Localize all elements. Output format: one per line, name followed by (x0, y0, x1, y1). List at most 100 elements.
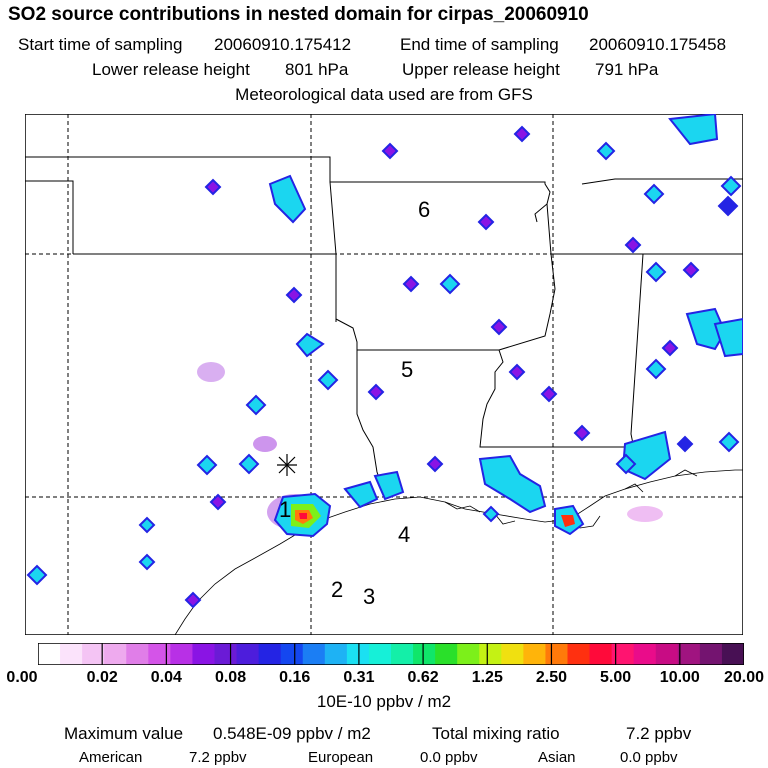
colorbar-cell (38, 643, 61, 665)
source-diamond (285, 286, 303, 304)
source-diamond (720, 175, 742, 197)
source-diamond (184, 591, 202, 609)
met-note: Meteorological data used are from GFS (235, 85, 533, 104)
source-diamond (439, 273, 461, 295)
colorbar-cell (126, 643, 149, 665)
plume-max (299, 513, 307, 519)
colorbar-cell (258, 643, 282, 665)
asian-value: 0.0 ppbv (620, 749, 678, 766)
colorbar-cell (699, 643, 723, 665)
colorbar-cell (721, 643, 744, 665)
colorbar-cell (148, 643, 171, 665)
region-label: 1 (279, 497, 291, 522)
colorbar-tick-label: 2.50 (535, 669, 568, 686)
source-diamond (204, 178, 222, 196)
colorbar-cell (545, 643, 569, 665)
european-value: 0.0 ppbv (420, 749, 478, 766)
colorbar-cell (435, 643, 458, 665)
source-diamond (482, 505, 500, 523)
colorbar-cell (236, 643, 260, 665)
colorbar-cell (677, 643, 701, 665)
source-diamond (367, 383, 385, 401)
colorbar-tick-label: 0.00 (6, 669, 38, 686)
colorbar-cell (567, 643, 591, 665)
source-diamond (661, 339, 679, 357)
coastline (174, 469, 743, 635)
source-diamond (682, 261, 700, 279)
colorbar-cell (324, 643, 348, 665)
colorbar-tick-label: 0.08 (214, 669, 247, 686)
region-label: 2 (331, 577, 343, 602)
plume-spot (253, 436, 277, 452)
plume-tn (668, 114, 719, 146)
source-diamond (138, 516, 156, 534)
colorbar (38, 643, 744, 665)
source-diamond (676, 435, 694, 453)
source-diamond (490, 318, 508, 336)
source-diamond (717, 195, 739, 217)
plume-ga-e (713, 317, 743, 358)
source-diamond (196, 454, 218, 476)
total-label: Total mixing ratio (432, 724, 560, 743)
source-diamond (540, 385, 558, 403)
colorbar-unit: 10E-10 ppbv / m2 (316, 692, 452, 711)
source-diamond (238, 453, 260, 475)
colorbar-tick-label: 0.02 (86, 669, 118, 686)
colorbar-cell (391, 643, 414, 665)
colorbar-cell (523, 643, 547, 665)
colorbar-cell (501, 643, 524, 665)
source-diamond (26, 564, 48, 586)
plume-sabine (373, 470, 405, 501)
upper-label: Upper release height (402, 60, 560, 79)
source-diamond (718, 431, 740, 453)
colorbar-tick-label: 0.04 (150, 669, 182, 686)
source-diamond (596, 141, 616, 161)
plume-tx-east (343, 480, 379, 509)
source-diamond (643, 183, 665, 205)
plume-spot (627, 506, 663, 522)
colorbar-cell (214, 643, 238, 665)
source-diamond (573, 424, 591, 442)
diamond-sources (26, 125, 742, 609)
source-diamond (295, 332, 325, 358)
start-label: Start time of sampling (18, 35, 183, 54)
colorbar-cell (104, 643, 127, 665)
colorbar-cell (280, 643, 304, 665)
source-diamond (645, 261, 667, 283)
source-diamond (615, 453, 637, 475)
colorbar-tick-label: 10.00 (659, 669, 700, 686)
map-panel: 6 5 4 1 2 3 (25, 114, 743, 635)
american-label: American (79, 749, 143, 766)
source-diamond (645, 358, 667, 380)
colorbar-cell (633, 643, 657, 665)
colorbar-tick-label: 0.62 (407, 669, 439, 686)
region-label: 3 (363, 584, 375, 609)
chart-title: SO2 source contributions in nested domai… (8, 4, 589, 25)
colorbar-cell (192, 643, 216, 665)
source-diamond (624, 236, 642, 254)
european-label: European (308, 749, 374, 766)
colorbar-cell (479, 643, 502, 665)
source-diamond (381, 142, 399, 160)
plume-spot (197, 362, 225, 382)
source-diamond (245, 394, 267, 416)
colorbar-cell (368, 643, 392, 665)
source-diamond (209, 493, 227, 511)
plume-la (478, 454, 547, 514)
total-value: 7.2 ppbv (626, 724, 692, 743)
source-diamond (138, 553, 156, 571)
colorbar-cell (346, 643, 370, 665)
colorbar-cell (655, 643, 679, 665)
max-value: 0.548E-09 ppbv / m2 (213, 724, 371, 743)
region-label: 5 (401, 357, 413, 382)
so2-plumes (26, 114, 743, 609)
start-value: 20060910.175412 (214, 35, 352, 54)
colorbar-tick-label: 1.25 (471, 669, 503, 686)
source-diamond (317, 369, 339, 391)
lower-value: 801 hPa (285, 60, 349, 79)
source-diamond (426, 455, 444, 473)
source-diamond (508, 363, 526, 381)
colorbar-cell (413, 643, 436, 665)
colorbar-cell (611, 643, 635, 665)
plume-ok (268, 174, 307, 224)
